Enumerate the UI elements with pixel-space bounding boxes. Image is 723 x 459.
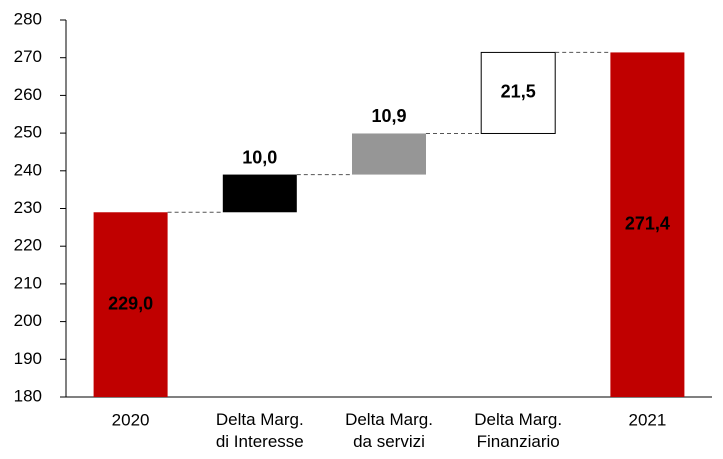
- y-tick-label: 180: [14, 386, 42, 405]
- bar: [93, 212, 168, 397]
- y-tick-label: 190: [14, 349, 42, 368]
- bar: [352, 133, 426, 175]
- y-tick-label: 260: [14, 85, 42, 104]
- y-tick-label: 210: [14, 273, 42, 292]
- value-label: 10,9: [371, 106, 406, 126]
- x-tick-label: Delta Marg. Finanziario: [474, 410, 562, 451]
- x-tick-label: 2021: [628, 410, 666, 429]
- value-label: 21,5: [501, 82, 536, 102]
- value-label: 271,4: [625, 213, 670, 233]
- value-label: 229,0: [108, 293, 153, 313]
- bar: [480, 51, 556, 134]
- y-tick-label: 220: [14, 236, 42, 255]
- x-tick-label: Delta Marg. da servizi: [345, 410, 433, 451]
- bar: [610, 52, 685, 398]
- y-tick-label: 230: [14, 198, 42, 217]
- y-tick-label: 200: [14, 311, 42, 330]
- y-tick-label: 280: [14, 9, 42, 28]
- bar: [222, 174, 297, 213]
- x-tick-label: 2020: [112, 410, 150, 429]
- y-tick-label: 240: [14, 160, 42, 179]
- x-tick-label: Delta Marg. di Interesse: [216, 410, 304, 451]
- y-tick-label: 270: [14, 47, 42, 66]
- value-label: 10,0: [242, 147, 277, 167]
- y-tick-label: 250: [14, 123, 42, 142]
